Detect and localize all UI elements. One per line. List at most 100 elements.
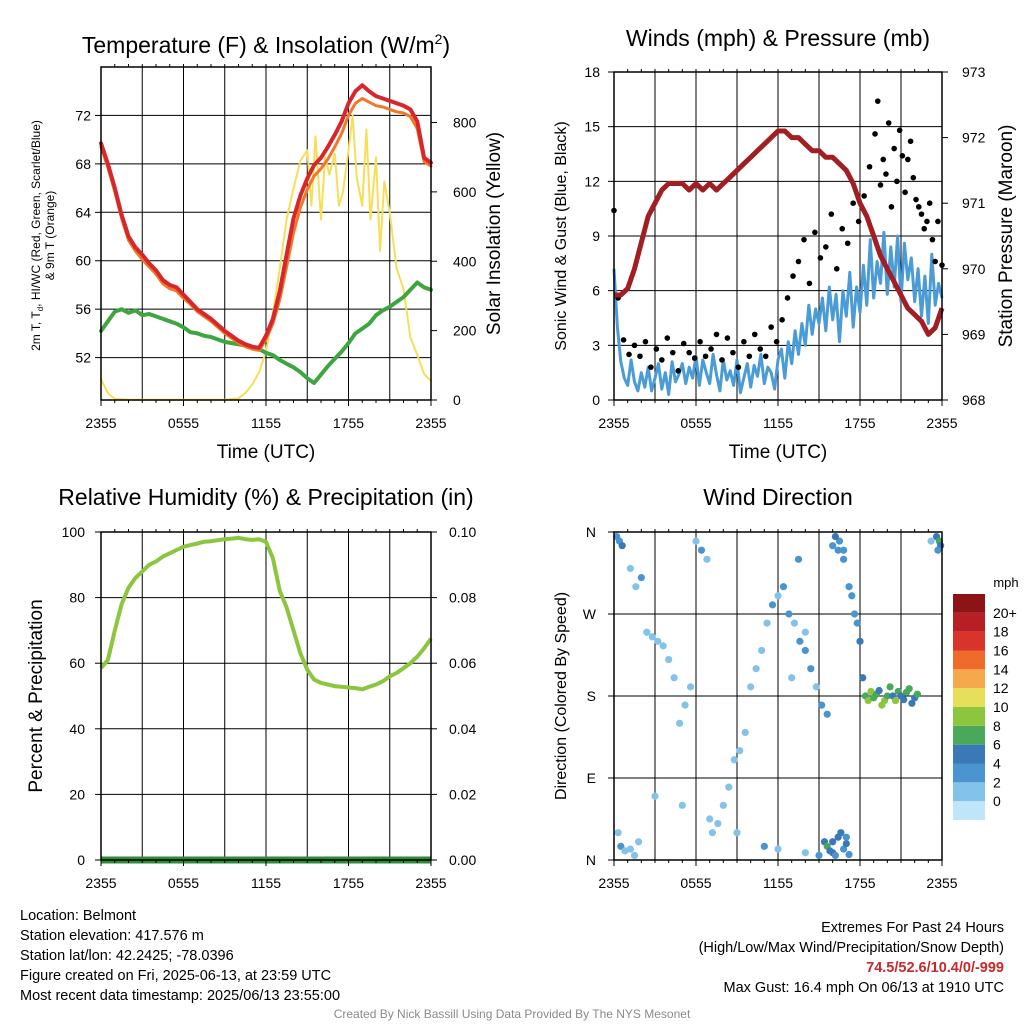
gust-point [844,240,851,247]
direction-point [905,685,913,693]
gust-point [779,317,785,323]
direction-point [733,829,741,837]
recent-text: Most recent data timestamp: 2025/06/13 2… [20,988,341,1004]
gust-point [855,218,862,225]
gust-point [790,273,796,279]
gust-point [885,120,892,126]
gust-point [773,338,780,345]
direction-point [651,792,659,800]
y-tick-label: 3 [592,337,600,353]
direction-point [840,845,848,853]
y-tick-label: 68 [75,156,91,172]
gust-point [691,355,698,361]
y2-axis-label: Station Pressure (Maroon) [996,125,1017,348]
direction-point [818,701,826,709]
gust-point [918,211,925,217]
series-line-3 [99,280,433,385]
direction-point [670,674,678,682]
colorbar-swatch [953,782,985,802]
direction-point [785,610,793,618]
direction-point [845,583,853,591]
series-line-1 [99,83,433,350]
x-tick-label: 2355 [926,875,957,891]
gust-point [746,353,753,360]
gust-point [757,346,764,352]
y-axis-label: Sonic Wind & Gust (Blue, Black) [553,121,570,350]
colorbar-swatch [953,707,985,726]
x-tick-label: 1755 [844,415,875,431]
y-axis-label: 2m T, Td, HI/WC (Red, Green, Scarlet/Blu… [29,120,57,351]
colorbar: mph 0 2 4 6 8 10 12 14 16 18 20+ [953,575,1019,820]
direction-point [758,646,766,655]
colorbar-swatch [953,650,985,670]
gust-point [642,338,649,345]
colorbar-label: 20+ [993,605,1017,621]
gust-point [812,229,818,236]
direction-point [697,546,706,554]
direction-point [913,690,922,698]
gust-point [751,331,758,338]
direction-point [788,674,796,682]
colorbar-swatch [953,669,985,689]
direction-point [883,692,891,700]
direction-point [706,815,714,823]
x-tick-label: 0555 [168,875,199,891]
direction-point [760,842,768,850]
gust-point [905,156,911,163]
gust-point [795,258,802,265]
direction-point [831,532,840,541]
direction-point [927,537,935,545]
gust-point [697,338,703,345]
colorbar-label: 6 [993,737,1001,753]
colorbar-swatch [953,594,985,613]
direction-point [801,849,809,857]
direction-point [823,710,831,718]
gust-point [896,127,903,134]
gust-point [762,353,769,360]
chart-title-main: Temperature (F) & Insolation (W/m [82,32,435,58]
y-tick-label: E [587,770,596,786]
direction-point [703,555,711,563]
direction-point [853,619,861,627]
direction-point [794,555,803,563]
y-tick-label: 80 [69,590,85,606]
x-axis-label: Time (UTC) [217,442,316,463]
colorbar-label: 14 [993,661,1009,677]
direction-point [886,683,894,691]
direction-point [908,699,916,707]
direction-point [934,546,942,554]
y-tick-label: 0 [592,392,600,408]
chart-title-sup: 2 [435,31,443,47]
gust-point [902,189,908,196]
direction-point [891,696,900,705]
pressure-line [614,128,945,337]
x-tick-label: 2355 [415,415,446,431]
y-tick-label: 9 [592,228,600,244]
direction-point [840,546,848,554]
x-axis-label: Time (UTC) [729,442,828,463]
direction-point [648,633,656,641]
direction-point [635,838,643,846]
direction-point [654,637,662,645]
gust-point [724,335,731,341]
direction-point [730,756,738,764]
direction-point [681,701,689,709]
y2-tick-label: 0.08 [449,590,476,606]
gust-point [915,204,922,210]
y2-tick-label: 972 [962,130,986,146]
gust-point [768,324,774,330]
x-tick-label: 1155 [251,415,281,431]
y2-tick-label: 600 [453,184,477,200]
max-gust-text: Max Gust: 16.4 mph On 06/13 at 1910 UTC [723,980,1004,996]
direction-point [829,542,837,550]
gust-point [669,349,676,356]
y-tick-label: 72 [75,107,91,123]
gust-point [888,204,895,210]
gust-point [891,145,897,152]
gust-point [735,364,742,371]
y-axis-label-line2: & 9m T (Orange) [43,191,57,281]
y-axis-label: Percent & Precipitation [26,599,47,792]
x-tick-label: 2355 [926,415,957,431]
y-tick-label: 6 [592,283,600,299]
